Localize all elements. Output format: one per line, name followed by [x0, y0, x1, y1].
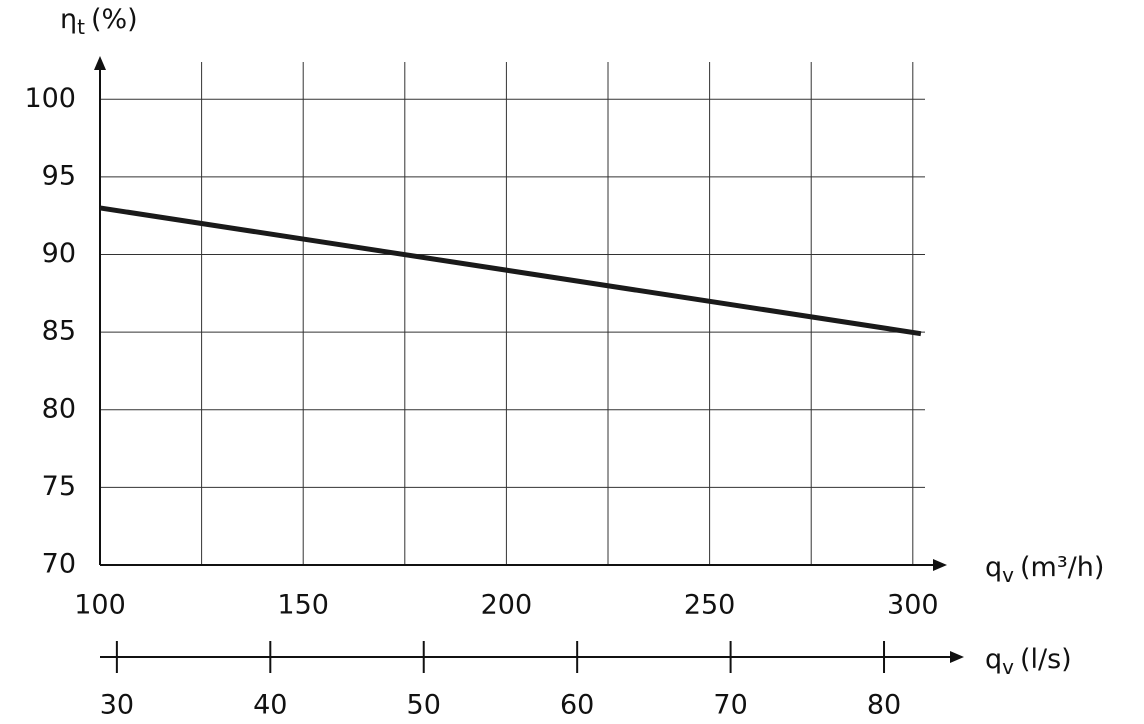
y-tick-label: 70 — [42, 549, 76, 580]
y-axis-label: ηt (%) — [60, 4, 138, 39]
x2-axis-label: qv (l/s) — [985, 644, 1072, 679]
y-tick-label: 75 — [42, 471, 76, 502]
x2-tick-label: 40 — [253, 690, 287, 721]
x2-axis-arrow — [950, 651, 964, 663]
data-line — [99, 205, 922, 337]
y-tick-label: 90 — [42, 238, 76, 269]
x2-tick-label: 70 — [713, 690, 747, 721]
x-tick-label: 250 — [684, 590, 736, 621]
y-axis-arrow — [94, 56, 106, 70]
x-tick-label: 200 — [481, 590, 533, 621]
x-tick-label: 300 — [887, 590, 939, 621]
x2-tick-label: 30 — [100, 690, 134, 721]
x-axis-arrow — [933, 559, 947, 571]
x-axis-label: qv (m³/h) — [985, 552, 1104, 587]
x-tick-label: 150 — [277, 590, 329, 621]
y-tick-label: 80 — [42, 393, 76, 424]
x2-tick-label: 50 — [407, 690, 441, 721]
x-tick-label: 100 — [74, 590, 126, 621]
y-tick-label: 85 — [42, 316, 76, 347]
y-tick-label: 100 — [24, 83, 76, 114]
x2-tick-label: 80 — [867, 690, 901, 721]
y-tick-label: 95 — [42, 160, 76, 191]
x2-tick-label: 60 — [560, 690, 594, 721]
